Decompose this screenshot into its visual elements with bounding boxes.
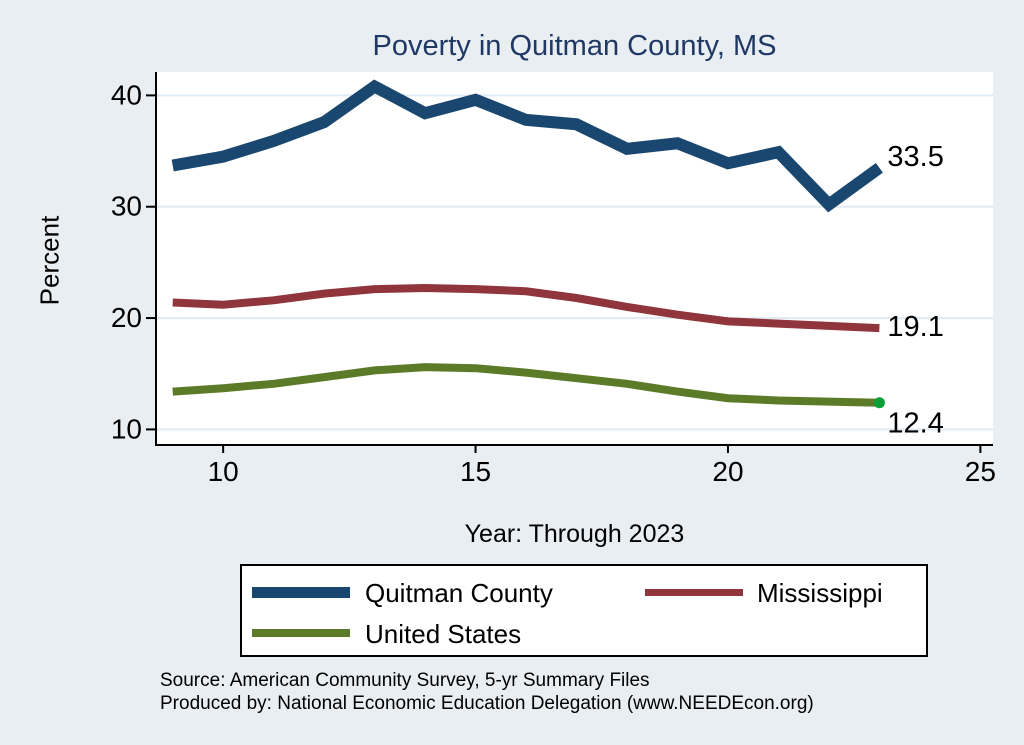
y-axis-title: Percent (34, 215, 65, 306)
series-line-united-states (172, 363, 880, 407)
legend-swatch-quitman-county (252, 587, 350, 598)
x-tick-label: 10 (208, 456, 239, 487)
series-end-label: 19.1 (887, 311, 943, 343)
legend-label-united-states: United States (365, 619, 522, 649)
legend: Quitman County Mississippi United States (240, 564, 928, 657)
series-end-marker (873, 397, 885, 409)
series-end-label: 33.5 (887, 141, 943, 173)
legend-swatch-mississippi (645, 589, 743, 596)
source-note: Source: American Community Survey, 5-yr … (160, 669, 814, 715)
y-tick-label: 20 (111, 302, 142, 333)
x-tick-label: 15 (460, 456, 491, 487)
produced-by-line: Produced by: National Economic Education… (160, 693, 814, 714)
x-axis-title: Year: Through 2023 (464, 520, 685, 548)
legend-label-quitman-county: Quitman County (365, 578, 553, 608)
y-tick-label: 40 (111, 79, 142, 110)
chart-title: Poverty in Quitman County, MS (372, 30, 777, 62)
y-tick-label: 30 (111, 191, 142, 222)
x-tick-label: 20 (712, 456, 743, 487)
legend-swatch-united-states (252, 629, 350, 637)
y-tick-label: 10 (111, 413, 142, 444)
legend-label-mississippi: Mississippi (757, 578, 883, 608)
source-line: Source: American Community Survey, 5-yr … (160, 670, 650, 691)
series-end-label: 12.4 (887, 408, 943, 440)
x-tick-label: 25 (965, 456, 996, 487)
series-line-mississippi (172, 283, 880, 333)
series-line-quitman-county (171, 79, 883, 213)
